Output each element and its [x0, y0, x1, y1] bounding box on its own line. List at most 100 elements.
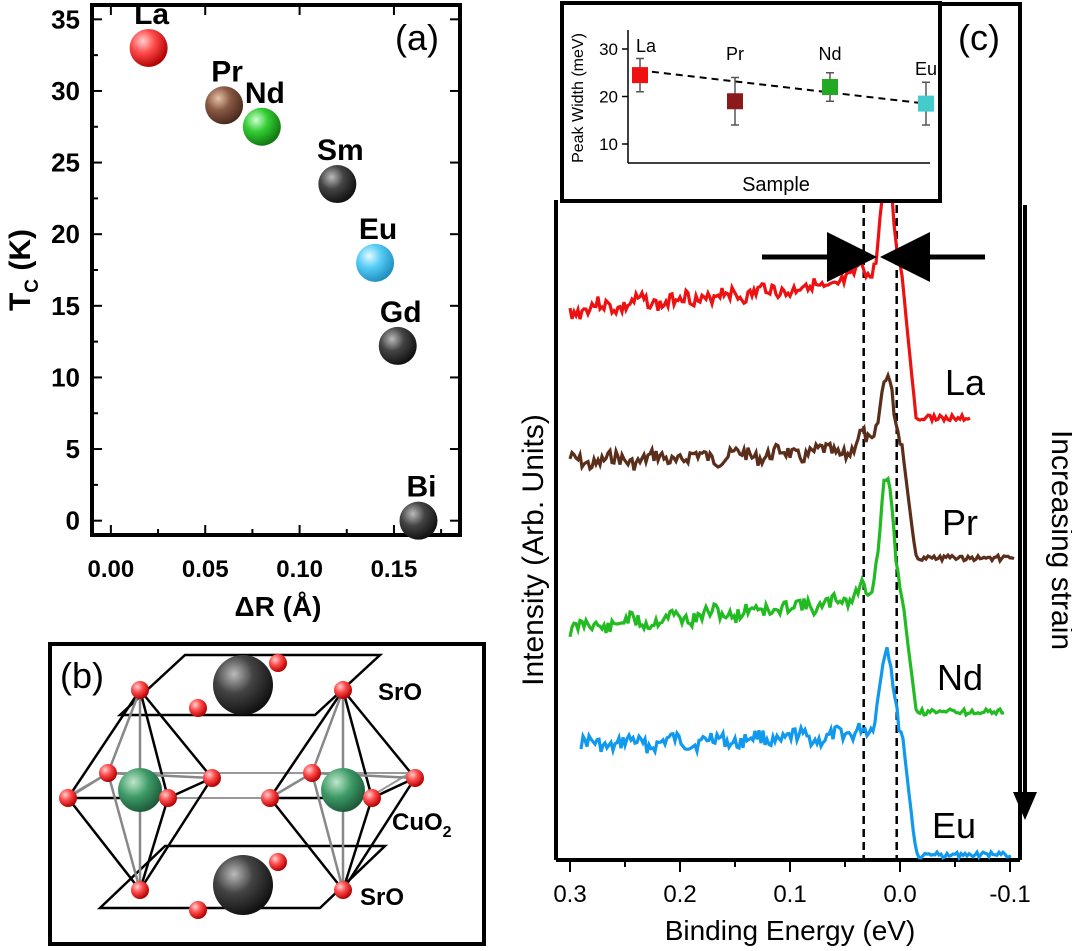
cuO2-label-sub: 2: [443, 824, 452, 841]
cu-atom-left: [118, 768, 162, 812]
inset-point-label: Nd: [818, 44, 841, 64]
svg-text:TC (K): TC (K): [4, 229, 43, 311]
oxygen-atom: [334, 881, 352, 899]
data-point-sm: [318, 165, 357, 204]
data-point-gd: [378, 326, 417, 365]
data-point-label: Bi: [406, 471, 436, 504]
data-point-pr: [205, 86, 244, 125]
data-point-nd: [242, 107, 281, 146]
panel-c-x-ticks: 0.3 0.2 0.1 0.0 -0.1: [553, 860, 1031, 908]
oxygen-atom: [203, 769, 221, 787]
oxygen-atom: [269, 853, 287, 871]
panel-a-y-ticks: 0 5 10 15 20 25 30 35: [51, 4, 460, 536]
cu-atom-right: [321, 768, 365, 812]
inset-frame: [560, 1, 942, 203]
panel-a-y-axis-label: TC (K): [4, 229, 43, 311]
increasing-strain-arrowhead: [1013, 792, 1037, 820]
oxygen-atom: [189, 901, 207, 919]
oxygen-atom: [406, 769, 424, 787]
data-point-label: Sm: [317, 134, 364, 167]
spectrum-label-la: La: [945, 362, 986, 403]
inset-point-la: [632, 67, 648, 84]
data-point-label: La: [134, 0, 169, 31]
x-tick-label: 0.00: [88, 556, 135, 583]
inset-y-ticks: 10 20 30: [599, 40, 628, 154]
data-point-label: Eu: [359, 213, 397, 246]
oxygen-atoms: [59, 654, 424, 919]
inset-x-axis-label: Sample: [742, 174, 810, 196]
inset-point-nd: [822, 79, 838, 95]
oxygen-atom: [59, 789, 77, 807]
oxygen-atom: [269, 654, 287, 672]
srO-label-top: SrO: [378, 679, 422, 706]
oxygen-atom: [261, 789, 279, 807]
inset-point-label: Eu: [915, 59, 937, 79]
inset-point-eu: [918, 95, 934, 112]
oxygen-atom: [131, 681, 149, 699]
panel-c-y-axis-label-group: Intensity (Arb. Units): [517, 414, 550, 686]
sr-atom-top: [213, 655, 273, 715]
panel-c-y-axis-label: Intensity (Arb. Units): [517, 414, 550, 686]
oxygen-atom: [131, 881, 149, 899]
inset-point-label: La: [636, 36, 657, 56]
y-tick-label: 35: [51, 4, 80, 34]
y-tick-label: 0: [66, 506, 80, 536]
data-point-label: Gd: [380, 296, 422, 329]
srO-label-bottom: SrO: [360, 884, 404, 911]
data-point-label: Pr: [211, 55, 243, 88]
cuO2-label-main: CuO: [392, 809, 443, 836]
y-tick-label: 20: [51, 219, 80, 249]
oxygen-atom: [99, 764, 117, 782]
panel-a-y-axis-label-main: T: [4, 293, 37, 311]
increasing-strain-label: Increasing strain: [1045, 430, 1072, 650]
inset-y-axis-label: Peak Width (meV): [570, 33, 587, 163]
x-tick-label: 0.1: [773, 881, 806, 908]
x-tick-label: 0.0: [883, 881, 916, 908]
inset-point-label: Pr: [726, 44, 744, 64]
panel-c-x-axis-label: Binding Energy (eV): [665, 915, 916, 946]
spectrum-label-nd: Nd: [937, 657, 983, 698]
spectrum-nd: [568, 475, 1005, 718]
spectrum-label-eu: Eu: [932, 805, 976, 846]
y-tick-label: 15: [51, 291, 80, 321]
y-tick-label: 5: [66, 434, 80, 464]
inset-y-axis-label-group: Peak Width (meV): [570, 33, 587, 163]
increasing-strain-label-group: Increasing strain: [1045, 430, 1072, 650]
panel-a-y-axis-label-unit: (K): [4, 229, 37, 279]
sr-atom-bottom: [213, 855, 273, 915]
panel-b-frame: [48, 642, 486, 946]
oxygen-atom: [159, 789, 177, 807]
inset-point-pr: [727, 93, 743, 110]
panel-a-y-axis-label-sub: C: [22, 279, 43, 293]
inset-y-tick-label: 30: [599, 40, 618, 59]
panel-a-x-axis-label: ΔR (Å): [235, 591, 322, 622]
x-tick-label: 0.2: [663, 881, 696, 908]
data-point-label: Nd: [245, 77, 285, 110]
srO-plane-top: [116, 653, 384, 717]
x-tick-label: 0.10: [276, 556, 323, 583]
inset-points: La Pr Nd Eu: [632, 36, 937, 126]
data-point-bi: [399, 501, 438, 540]
spectrum-eu: [579, 646, 1012, 862]
panel-c-series-labels: La Pr Nd Eu: [932, 362, 986, 846]
panel-b: (b): [48, 642, 486, 946]
spectrum-label-pr: Pr: [942, 502, 978, 543]
x-tick-label: 0.15: [371, 556, 418, 583]
panel-b-label: (b): [60, 655, 104, 696]
y-tick-label: 25: [51, 148, 80, 178]
inset-y-tick-label: 10: [599, 135, 618, 154]
cuO2-label: CuO2: [392, 809, 452, 841]
panel-c-label: (c): [958, 17, 1000, 58]
data-point-la: [129, 28, 168, 67]
panel-a-label: (a): [395, 17, 439, 58]
oxygen-atom: [303, 764, 321, 782]
inset-y-tick-label: 20: [599, 88, 618, 107]
x-tick-label: -0.1: [989, 881, 1030, 908]
oxygen-atom: [334, 681, 352, 699]
oxygen-atom: [363, 789, 381, 807]
spectrum-pr: [568, 370, 1015, 565]
panel-c: 0.3 0.2 0.1 0.0 -0.1 Binding Energy (eV) Int…: [517, 1, 1072, 946]
